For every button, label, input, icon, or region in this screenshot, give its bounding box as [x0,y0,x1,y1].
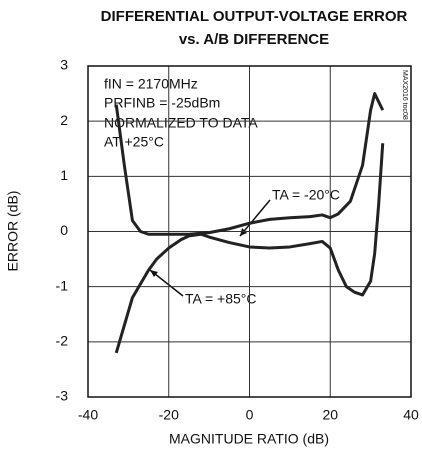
y-tick-label: -1 [56,277,69,293]
annotation: NORMALIZED TO DATA [104,115,258,131]
y-tick-label: 3 [60,57,68,73]
x-tick-label: -40 [78,407,98,423]
arrowhead [150,270,158,277]
plot-frame [87,65,412,398]
chart-title: DIFFERENTIAL OUTPUT-VOLTAGE ERROR [101,8,408,25]
y-axis-label: ERROR (dB) [5,191,21,272]
data-line [114,143,385,354]
annotation-arrow [239,199,271,237]
annotation: fIN = 2170MHz [104,76,198,92]
annotation: TA = +85°C [185,291,257,307]
x-tick-label: 20 [322,407,338,423]
x-axis-label: MAGNITUDE RATIO (dB) [169,431,329,447]
figure-id: MAX2016 toc08 [401,70,408,120]
x-tick-label: -20 [159,407,179,423]
x-tick-label: 40 [403,407,419,423]
annotation: TA = -20°C [272,187,340,203]
annotation: AT +25°C [104,134,164,150]
y-tick-label: 2 [60,112,68,128]
y-tick-label: 0 [60,222,68,238]
x-tick-label: 0 [246,407,254,423]
data-line [114,92,385,236]
annotation: PRFINB = -25dBm [104,95,220,111]
y-tick-label: -2 [56,333,69,349]
chart-subtitle: vs. A/B DIFFERENCE [179,31,329,48]
y-tick-label: -3 [56,388,69,404]
y-tick-label: 1 [60,167,68,183]
